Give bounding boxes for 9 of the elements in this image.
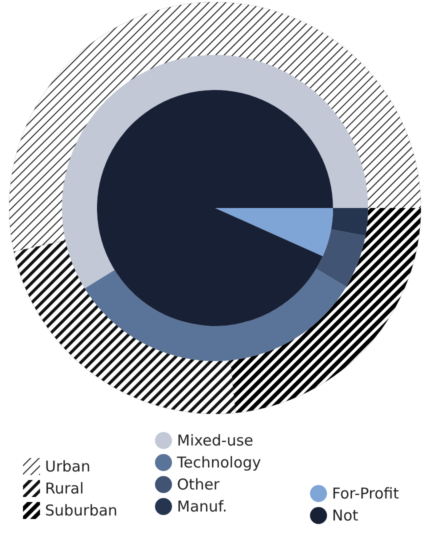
legend-label: Rural bbox=[45, 480, 84, 498]
legend-label: Not bbox=[332, 506, 358, 524]
legend-label: Other bbox=[177, 476, 220, 494]
legend-label: Manuf. bbox=[177, 498, 228, 516]
legend-label: Suburban bbox=[45, 502, 118, 520]
legend-label: Mixed-use bbox=[177, 432, 254, 450]
legend-label: Technology bbox=[176, 454, 262, 472]
legend-label: For-Profit bbox=[332, 484, 400, 502]
legend-label: Urban bbox=[45, 458, 90, 476]
